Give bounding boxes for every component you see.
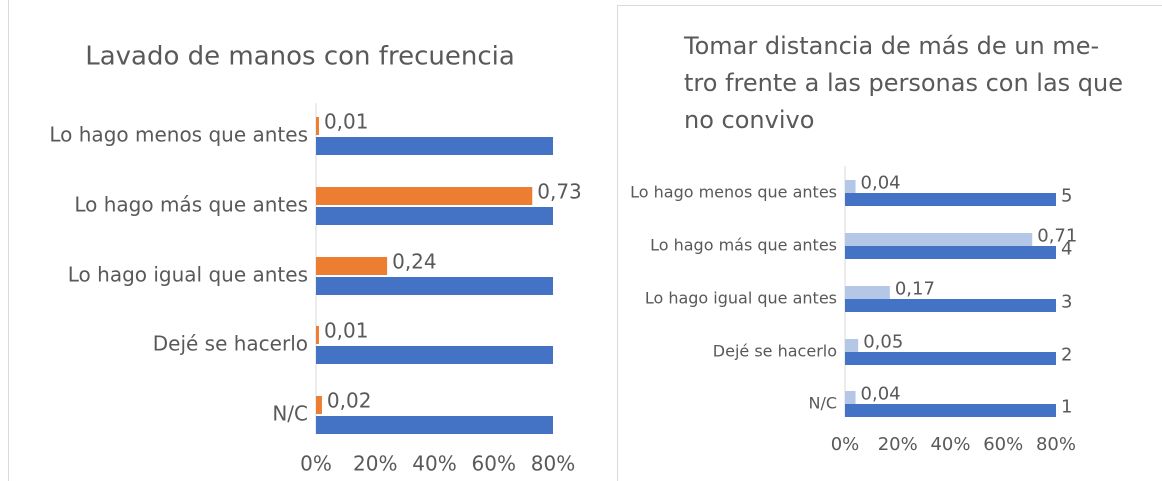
x-tick-label: 0% (300, 452, 332, 476)
bar (316, 207, 553, 225)
bar (316, 277, 553, 295)
bar (845, 246, 1056, 259)
data-label: 0,01 (324, 110, 369, 134)
x-tick-label: 0% (831, 434, 860, 455)
data-label: 0,04 (861, 173, 901, 194)
data-label: 0,04 (861, 384, 901, 405)
chart-title: no convivo (684, 106, 814, 134)
data-label: 3 (1061, 292, 1072, 313)
category-label: N/C (808, 394, 837, 413)
x-tick-label: 20% (878, 434, 918, 455)
bar (316, 416, 553, 434)
bar (316, 257, 388, 275)
bar (845, 299, 1056, 312)
category-label: Dejé se hacerlo (153, 332, 308, 356)
data-label: 4 (1061, 239, 1072, 260)
bar (845, 233, 1033, 246)
bar (316, 137, 553, 155)
category-label: Dejé se hacerlo (713, 342, 837, 361)
data-label: 0,02 (327, 389, 372, 413)
bar (316, 187, 533, 205)
category-label: Lo hago igual que antes (645, 289, 837, 308)
bar (845, 391, 856, 404)
category-label: Lo hago más que antes (650, 236, 837, 255)
bar (316, 346, 553, 364)
x-tick-label: 80% (1036, 434, 1076, 455)
bar (845, 193, 1056, 206)
data-label: 0,05 (863, 332, 903, 353)
category-label: N/C (272, 402, 308, 426)
bar (316, 117, 319, 135)
chart-title: Lavado de manos con frecuencia (85, 42, 515, 72)
x-tick-label: 20% (353, 452, 397, 476)
chart-title: Tomar distancia de más de un me- (683, 32, 1099, 60)
data-label: 0,24 (392, 250, 437, 274)
bar (316, 396, 322, 414)
data-label: 0,73 (537, 180, 582, 204)
bar (845, 180, 856, 193)
data-label: 0,17 (895, 279, 935, 300)
bar (845, 352, 1056, 365)
category-label: Lo hago menos que antes (49, 123, 308, 147)
x-tick-label: 40% (412, 452, 456, 476)
category-label: Lo hago igual que antes (68, 263, 308, 287)
data-label: 2 (1061, 345, 1072, 366)
data-label: 0,71 (1037, 226, 1077, 247)
category-label: Lo hago más que antes (74, 193, 308, 217)
bar (845, 339, 859, 352)
data-label: 1 (1061, 397, 1072, 418)
x-tick-label: 60% (472, 452, 516, 476)
chart-title: tro frente a las personas con las que (684, 69, 1123, 97)
data-label: 0,01 (324, 319, 369, 343)
x-tick-label: 60% (983, 434, 1023, 455)
x-tick-label: 80% (531, 452, 575, 476)
category-label: Lo hago menos que antes (630, 183, 837, 202)
bar (845, 286, 890, 299)
bar (845, 404, 1056, 417)
data-label: 5 (1061, 186, 1072, 207)
x-tick-label: 40% (930, 434, 970, 455)
bar (316, 326, 319, 344)
